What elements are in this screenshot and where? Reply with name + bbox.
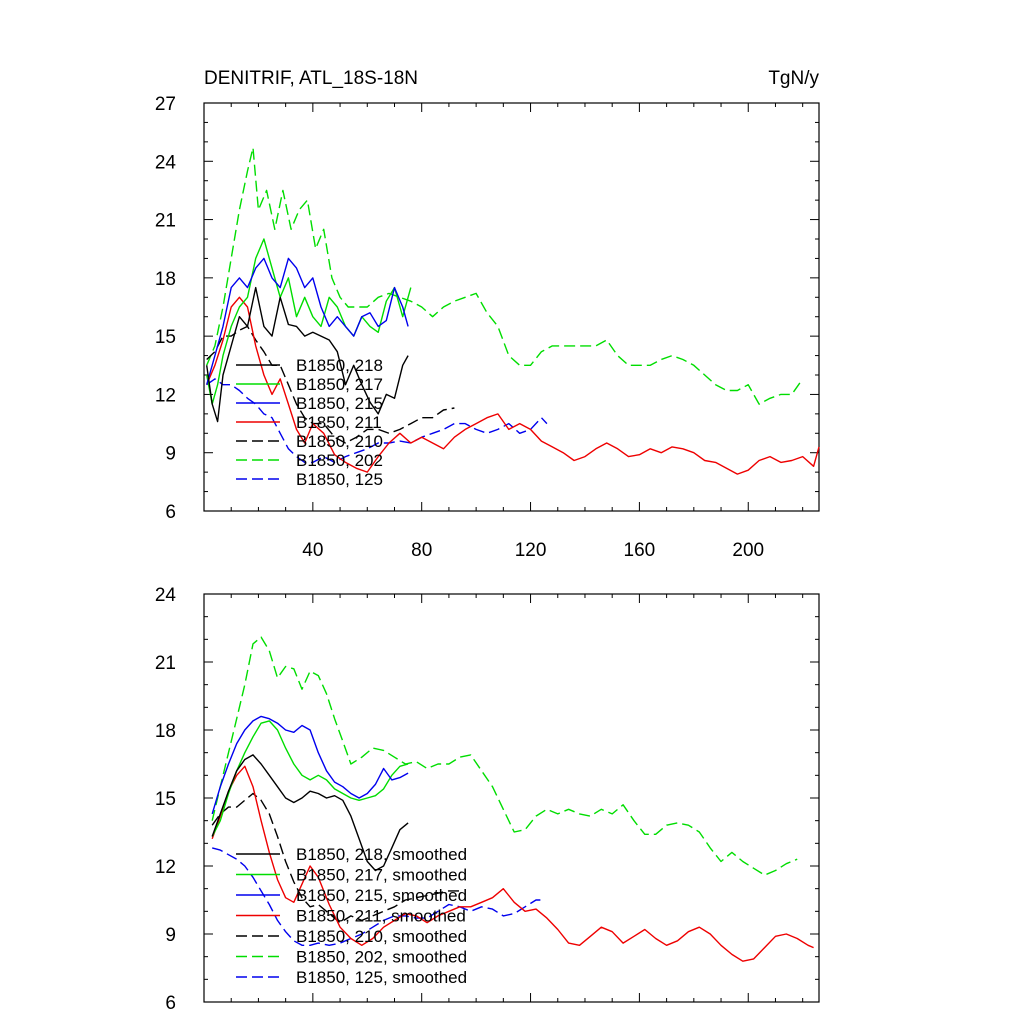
series-line-b1850-202: [206, 147, 804, 405]
legend-label: B1850, 125: [296, 470, 383, 489]
y-tick-label: 9: [165, 444, 176, 465]
legend-label: B1850, 218, smoothed: [296, 845, 467, 864]
series-line-b1850-218: [206, 286, 409, 423]
y-tick-label: 18: [155, 721, 176, 742]
legend-label: B1850, 211, smoothed: [296, 907, 466, 926]
x-tick-label: 80: [411, 540, 432, 561]
legend-label: B1850, 210, smoothed: [296, 927, 467, 946]
legend-label: B1850, 211: [296, 413, 382, 432]
y-tick-label: 9: [165, 925, 176, 946]
legend-bottom: B1850, 218, smoothed B1850, 217, smoothed…: [236, 845, 467, 987]
series-line-b1850-217: [206, 238, 412, 405]
legend-label: B1850, 217: [296, 375, 383, 394]
series-line-b1850-125-smoothed: [212, 847, 545, 946]
y-tick-label: 12: [155, 385, 176, 406]
y-tick-label: 18: [155, 269, 176, 290]
legend-label: B1850, 210: [296, 432, 383, 451]
legend-label: B1850, 202: [296, 451, 383, 470]
series-line-b1850-211: [206, 296, 820, 475]
y-tick-label: 15: [155, 789, 176, 810]
y-tick-label: 24: [155, 585, 177, 606]
top-panel: DENITRIF, ATL_18S-18N TgN/y 6 9 12 15 18 21 24…: [155, 68, 820, 561]
legend-label: B1850, 215, smoothed: [296, 886, 467, 905]
series-group-top: [206, 147, 820, 475]
x-tick-label: 160: [624, 540, 656, 561]
legend-label: B1850, 215: [296, 394, 383, 413]
legend-label: B1850, 125, smoothed: [296, 968, 467, 987]
series-line-b1850-218-smoothed: [211, 754, 409, 872]
series-line-b1850-215-smoothed: [211, 715, 409, 815]
plot-frame-top: [203, 102, 820, 512]
x-tick-label: 120: [515, 540, 547, 561]
axis-ticks-bottom: 6 9 12 15 18 21 24: [155, 585, 819, 1014]
y-tick-label: 12: [155, 857, 176, 878]
y-tick-label: 21: [155, 653, 176, 674]
y-tick-label: 6: [165, 502, 176, 523]
y-tick-label: 6: [165, 993, 176, 1014]
panel-title: DENITRIF, ATL_18S-18N: [204, 68, 418, 89]
legend-label: B1850, 202, smoothed: [296, 948, 467, 967]
series-line-b1850-217-smoothed: [211, 720, 409, 837]
series-line-b1850-202-smoothed: [211, 636, 798, 876]
series-group-bottom: [211, 636, 814, 962]
x-tick-label: 40: [302, 540, 323, 561]
y-tick-label: 21: [155, 211, 176, 232]
legend-label: B1850, 218: [296, 356, 383, 375]
panel-units: TgN/y: [768, 68, 819, 89]
y-tick-label: 27: [155, 94, 176, 115]
y-tick-label: 15: [155, 327, 176, 348]
series-line-b1850-211-smoothed: [211, 765, 814, 962]
series-line-b1850-215: [206, 257, 409, 385]
y-tick-label: 24: [155, 152, 177, 173]
legend-label: B1850, 217, smoothed: [296, 866, 467, 885]
axis-ticks-top: 6 9 12 15 18 21 24 27 40 80 120 160 200: [155, 94, 819, 561]
x-tick-label: 200: [732, 540, 764, 561]
